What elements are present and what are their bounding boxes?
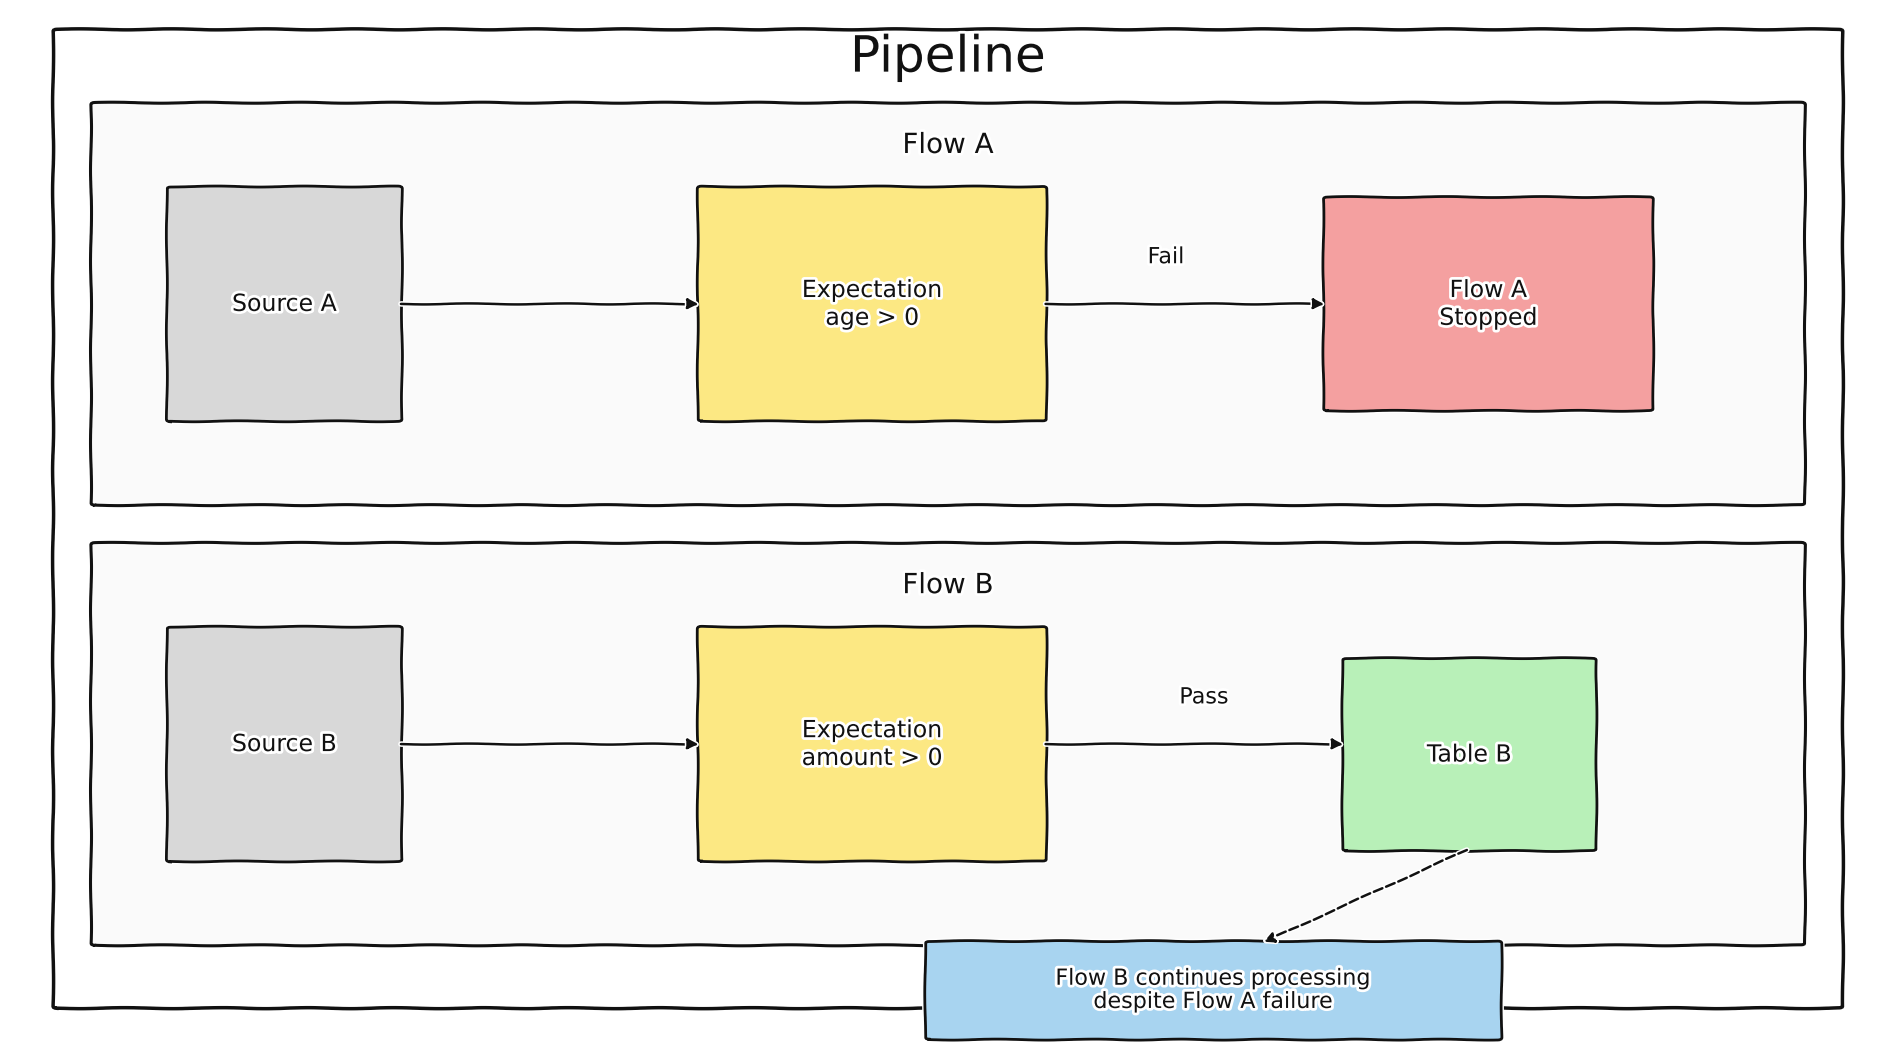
FancyBboxPatch shape [698,627,1047,861]
FancyBboxPatch shape [698,187,1047,421]
Text: Pipeline: Pipeline [849,34,1047,82]
FancyBboxPatch shape [1323,197,1653,411]
FancyBboxPatch shape [167,187,402,421]
FancyBboxPatch shape [925,941,1502,1040]
Text: Source A: Source A [231,292,337,315]
Text: Flow B continues processing
despite Flow A failure: Flow B continues processing despite Flow… [1056,968,1371,1012]
FancyBboxPatch shape [91,543,1805,945]
Text: Pass: Pass [1179,687,1229,707]
Text: Flow B: Flow B [902,571,994,599]
Text: Expectation
age > 0: Expectation age > 0 [802,278,942,330]
FancyBboxPatch shape [91,103,1805,505]
FancyBboxPatch shape [1342,658,1596,851]
Text: Flow A
Stopped: Flow A Stopped [1439,278,1538,330]
FancyBboxPatch shape [53,29,1843,1008]
Text: Flow A: Flow A [902,131,994,159]
Text: Expectation
amount > 0: Expectation amount > 0 [802,718,942,770]
Text: Fail: Fail [1147,247,1185,267]
Text: Source B: Source B [231,733,337,756]
Text: Table B: Table B [1428,743,1511,766]
FancyBboxPatch shape [167,627,402,861]
